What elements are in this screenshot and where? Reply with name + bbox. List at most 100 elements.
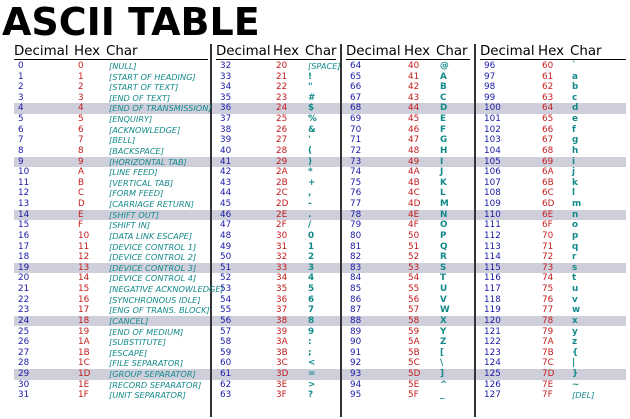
hex-value: 5D <box>408 368 421 379</box>
decimal-value: 68 <box>350 103 362 114</box>
decimal-value: 47 <box>220 220 232 231</box>
hex-value: 32 <box>276 252 288 263</box>
char-value: [NULL] <box>109 61 137 71</box>
hex-value: 1D <box>78 368 91 379</box>
char-value: [END OF TRANSMISSION] <box>109 103 212 114</box>
hex-value: 1C <box>78 358 90 369</box>
decimal-value: 76 <box>350 188 362 199</box>
decimal-value: 31 <box>18 390 30 401</box>
char-value: p <box>572 230 579 241</box>
char-value: l <box>572 188 576 199</box>
char-value: f <box>572 124 576 135</box>
char-value: [BACKSPACE] <box>109 145 164 156</box>
char-value: > <box>308 379 316 390</box>
char-value: B <box>440 82 447 93</box>
hex-value: 2A <box>276 167 288 178</box>
hex-value: 7E <box>542 379 554 390</box>
char-value: R <box>440 252 447 263</box>
char-value: [SYNCHRONOUS IDLE] <box>109 294 201 305</box>
hex-value: 27 <box>276 135 288 146</box>
hex-value: 66 <box>542 124 554 135</box>
hex-value: 25 <box>276 114 288 125</box>
hex-value: 22 <box>276 82 288 93</box>
decimal-value: 60 <box>220 358 232 369</box>
hex-value: 55 <box>408 284 420 295</box>
hex-value: 28 <box>276 145 288 156</box>
decimal-value: 2 <box>18 82 24 93</box>
char-value: E <box>440 114 447 125</box>
decimal-value: 39 <box>220 135 232 146</box>
decimal-value: 28 <box>18 358 30 369</box>
decimal-value: 23 <box>18 305 30 316</box>
char-value: h <box>572 145 579 156</box>
decimal-value: 37 <box>220 114 232 125</box>
hex-value: 21 <box>276 71 288 82</box>
decimal-value: 56 <box>220 315 232 326</box>
char-value: J <box>440 167 444 178</box>
char-value: ` <box>572 61 577 71</box>
row-highlight-band <box>14 209 626 221</box>
decimal-value: 19 <box>18 262 30 273</box>
decimal-value: 102 <box>484 124 501 135</box>
decimal-value: 98 <box>484 82 496 93</box>
char-value: [DEVICE CONTROL 4] <box>109 273 197 284</box>
hex-value: D <box>78 199 85 210</box>
header-char: Char <box>305 44 337 59</box>
row-highlight-band <box>14 368 626 380</box>
char-value: d <box>572 103 579 114</box>
decimal-value: 114 <box>484 252 501 263</box>
hex-value: 24 <box>276 103 288 114</box>
decimal-value: 78 <box>350 209 362 220</box>
header-char: Char <box>436 44 468 59</box>
hex-value: 48 <box>408 145 420 156</box>
char-value: [DEVICE CONTROL 3] <box>109 262 197 273</box>
char-value: | <box>572 358 576 369</box>
hex-value: 30 <box>276 230 288 241</box>
decimal-value: 86 <box>350 294 362 305</box>
header-hex: Hex <box>538 44 564 59</box>
char-value: # <box>308 92 316 103</box>
char-value: [ENG OF TRANS. BLOCK] <box>109 305 210 316</box>
hex-value: 78 <box>542 315 554 326</box>
decimal-value: 117 <box>484 284 501 295</box>
char-value: = <box>308 368 316 379</box>
decimal-value: 13 <box>18 199 30 210</box>
char-value: V <box>440 294 447 305</box>
char-value: 9 <box>308 326 315 337</box>
row-highlight-band <box>14 156 626 168</box>
column-divider <box>340 44 342 417</box>
hex-value: 4A <box>408 167 420 178</box>
decimal-value: 6 <box>18 124 24 135</box>
hex-value: 76 <box>542 294 554 305</box>
header-underline <box>216 59 336 60</box>
char-value: ] <box>440 368 445 379</box>
decimal-value: 119 <box>484 305 501 316</box>
char-value: M <box>440 199 449 210</box>
char-value: t <box>572 273 577 284</box>
char-value: , <box>308 188 312 199</box>
hex-value: 51 <box>408 241 420 252</box>
decimal-value: 51 <box>220 262 232 273</box>
decimal-value: 41 <box>220 156 232 167</box>
char-value: [ <box>440 347 445 358</box>
hex-value: 37 <box>276 305 288 316</box>
decimal-value: 96 <box>484 61 496 71</box>
hex-value: 67 <box>542 135 554 146</box>
hex-value: 33 <box>276 262 288 273</box>
hex-value: 11 <box>78 241 90 252</box>
char-value: [DEVICE CONTROL 2] <box>109 252 197 263</box>
decimal-value: 4 <box>18 103 24 114</box>
decimal-value: 118 <box>484 294 501 305</box>
hex-value: 2B <box>276 177 288 188</box>
hex-value: 23 <box>276 92 288 103</box>
char-value: q <box>572 241 579 252</box>
header-decimal: Decimal <box>480 44 535 59</box>
hex-value: 12 <box>78 252 90 263</box>
hex-value: 7F <box>542 390 553 401</box>
hex-value: 4D <box>408 199 421 210</box>
char-value: [FILE SEPARATOR] <box>109 358 184 369</box>
char-value: 1 <box>308 241 315 252</box>
decimal-value: 80 <box>350 230 362 241</box>
decimal-value: 83 <box>350 262 362 273</box>
char-value: y <box>572 326 578 337</box>
